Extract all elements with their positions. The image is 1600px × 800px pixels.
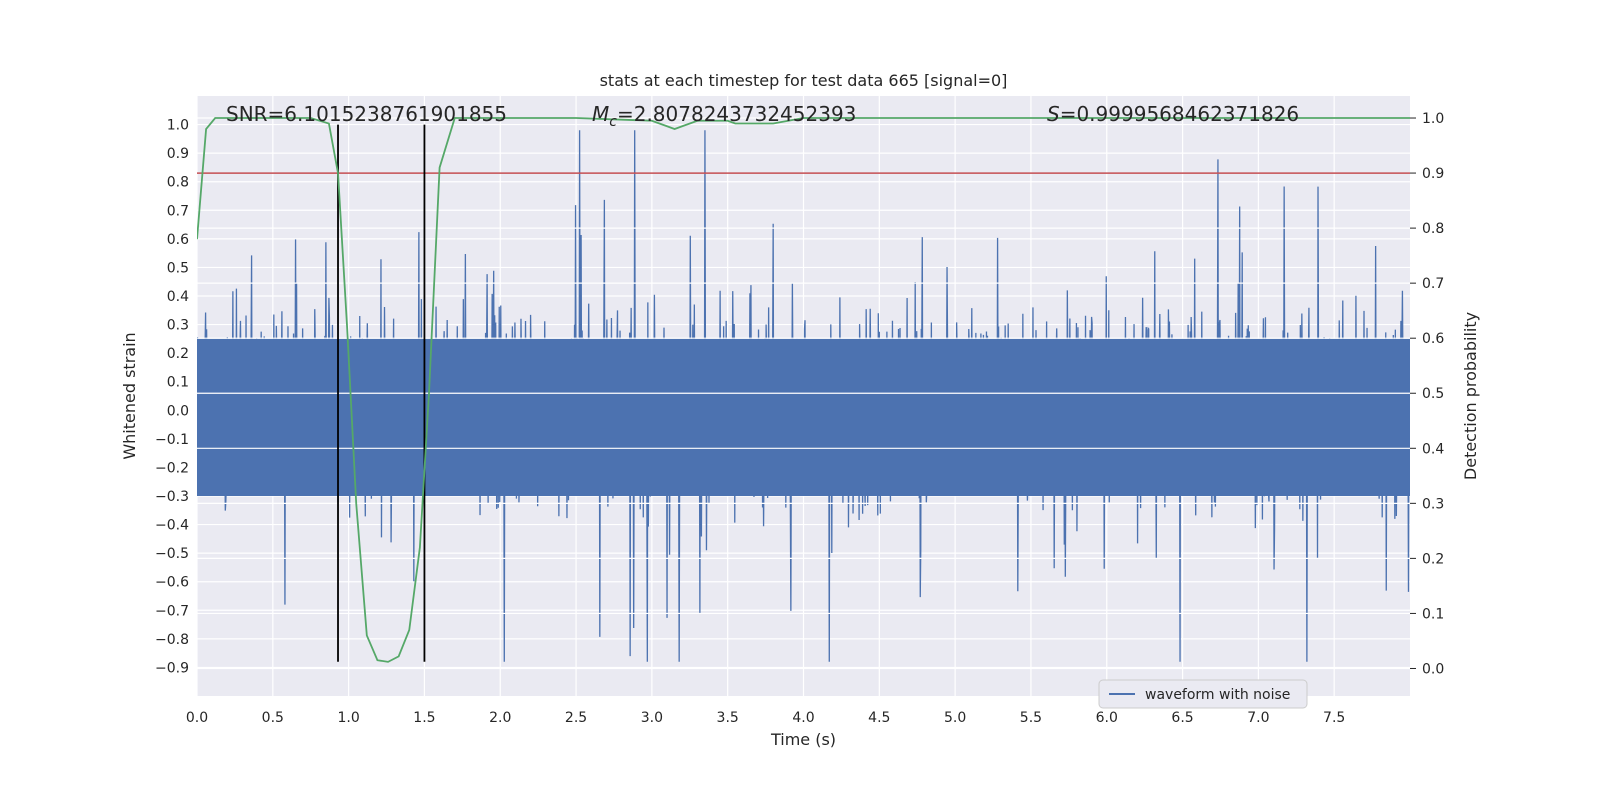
- y2-tick-label: 0.7: [1422, 276, 1444, 292]
- y-axis-ticks: −0.9 −0.8 −0.7 −0.6 −0.5 −0.4 −0.3 −0.2 −0.1 0.0 0…: [155, 118, 189, 677]
- x-tick-label: 1.5: [413, 710, 435, 726]
- y2-axis-label: Detection probability: [1461, 312, 1480, 480]
- y-tick-label: 0.8: [167, 175, 189, 191]
- x-axis-label: Time (s): [770, 730, 836, 749]
- y2-tick-label: 0.2: [1422, 551, 1444, 567]
- y2-tick-label: 0.5: [1422, 386, 1444, 402]
- y2-tick-label: 0.8: [1422, 221, 1444, 237]
- x-tick-label: 4.5: [868, 710, 890, 726]
- y-tick-label: 0.7: [167, 203, 189, 219]
- y2-axis-ticks: 0.0 0.1 0.2 0.3 0.4 0.5 0.6 0.7 0.8 0.9 1.0: [1410, 111, 1444, 677]
- x-tick-label: 1.0: [337, 710, 359, 726]
- y-tick-label: 0.5: [167, 260, 189, 276]
- y-tick-label: 0.9: [167, 146, 189, 162]
- x-tick-label: 2.0: [489, 710, 511, 726]
- waveform-core: [197, 338, 1410, 496]
- x-tick-label: 0.0: [186, 710, 208, 726]
- mc-subscript: c: [609, 114, 617, 130]
- s-value: =0.9999568462371826: [1060, 102, 1299, 126]
- legend-box: [1098, 679, 1308, 709]
- y-tick-label: 0.0: [167, 403, 189, 419]
- y-tick-label: −0.2: [155, 460, 189, 476]
- chart-title: stats at each timestep for test data 665…: [600, 71, 1008, 90]
- chirp-mass-annotation: Mc=2.8078243732452393: [592, 102, 856, 130]
- y2-tick-label: 0.1: [1422, 606, 1444, 622]
- legend-label: waveform with noise: [1145, 687, 1290, 703]
- y-tick-label: −0.7: [155, 603, 189, 619]
- y2-tick-label: 0.0: [1422, 661, 1444, 677]
- x-tick-label: 6.0: [1096, 710, 1118, 726]
- y-tick-label: 0.3: [167, 318, 189, 334]
- x-tick-label: 6.5: [1171, 710, 1193, 726]
- s-symbol: S: [1047, 102, 1060, 126]
- y2-tick-label: 0.6: [1422, 331, 1444, 347]
- y2-tick-label: 0.3: [1422, 496, 1444, 512]
- y-tick-label: 0.4: [167, 289, 189, 305]
- y-tick-label: −0.9: [155, 660, 189, 676]
- waveform-series: [197, 130, 1410, 662]
- x-tick-label: 7.0: [1247, 710, 1269, 726]
- y-tick-label: −0.6: [155, 575, 189, 591]
- y-tick-label: −0.5: [155, 546, 189, 562]
- x-tick-label: 3.5: [717, 710, 739, 726]
- vertical-markers: [337, 124, 426, 662]
- y2-tick-label: 1.0: [1422, 111, 1444, 127]
- y-tick-label: −0.4: [155, 518, 189, 534]
- x-tick-label: 5.5: [1020, 710, 1042, 726]
- x-tick-label: 3.0: [641, 710, 663, 726]
- x-tick-label: 0.5: [262, 710, 284, 726]
- y-tick-label: −0.3: [155, 489, 189, 505]
- s-annotation: S=0.9999568462371826: [1047, 102, 1299, 126]
- y-axis-label: Whitened strain: [120, 332, 139, 459]
- mc-symbol: M: [592, 102, 609, 126]
- x-axis-ticks: 0.0 0.5 1.0 1.5 2.0 2.5 3.0 3.5 4.0 4.5 5.0 5.5 6.0 6…: [186, 710, 1345, 726]
- y-tick-label: 0.1: [167, 375, 189, 391]
- y-tick-label: 0.6: [167, 232, 189, 248]
- detection-probability-line: [197, 117, 1410, 663]
- y2-tick-label: 0.4: [1422, 441, 1444, 457]
- y-tick-label: −0.1: [155, 432, 189, 448]
- x-tick-label: 4.0: [792, 710, 814, 726]
- legend: waveform with noise: [1098, 679, 1308, 709]
- y-tick-label: 0.2: [167, 346, 189, 362]
- snr-annotation: SNR=6.1015238761901855: [226, 102, 507, 126]
- x-tick-label: 7.5: [1323, 710, 1345, 726]
- y-tick-label: −0.8: [155, 632, 189, 648]
- y2-tick-label: 0.9: [1422, 166, 1444, 182]
- mc-value: =2.8078243732452393: [617, 102, 856, 126]
- x-tick-label: 5.0: [944, 710, 966, 726]
- y-tick-label: 1.0: [167, 118, 189, 134]
- x-tick-label: 2.5: [565, 710, 587, 726]
